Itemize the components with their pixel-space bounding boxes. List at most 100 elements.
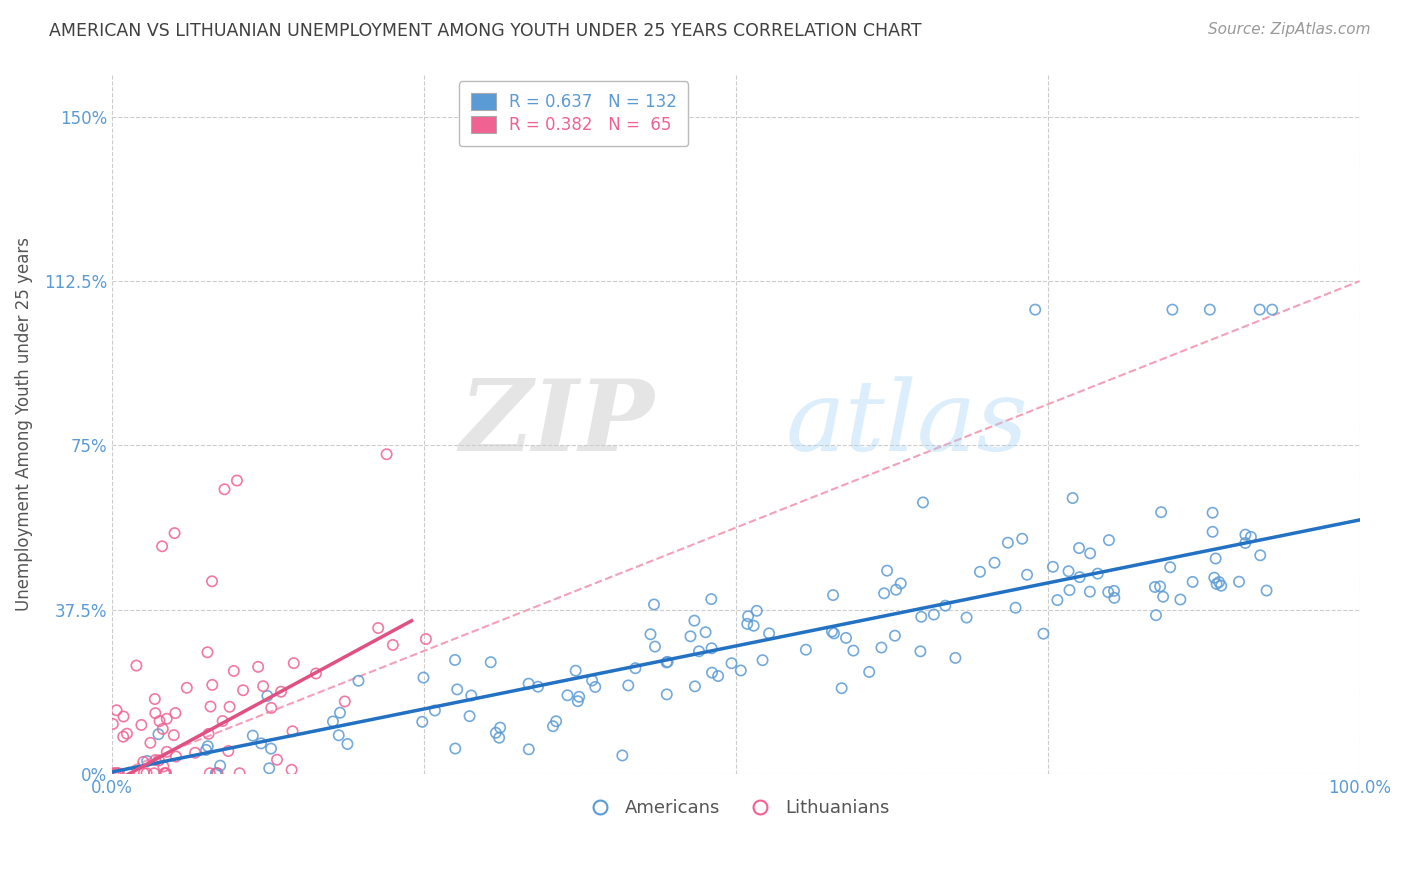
- Point: [336, 737, 359, 751]
- Point: [218, 699, 240, 714]
- Point: [655, 687, 678, 701]
- Point: [910, 609, 932, 624]
- Point: [222, 664, 245, 678]
- Point: [201, 574, 224, 589]
- Point: [1256, 583, 1278, 598]
- Point: [479, 655, 502, 669]
- Point: [195, 743, 218, 757]
- Point: [125, 658, 148, 673]
- Point: [423, 704, 446, 718]
- Point: [683, 614, 706, 628]
- Point: [205, 766, 228, 780]
- Point: [155, 766, 177, 780]
- Point: [1067, 541, 1090, 555]
- Point: [1159, 560, 1181, 574]
- Point: [143, 706, 166, 721]
- Point: [1152, 590, 1174, 604]
- Point: [1032, 626, 1054, 640]
- Point: [1062, 491, 1084, 505]
- Point: [460, 689, 482, 703]
- Point: [105, 766, 128, 780]
- Point: [1024, 302, 1046, 317]
- Point: [1170, 592, 1192, 607]
- Point: [1201, 524, 1223, 539]
- Point: [1098, 533, 1121, 548]
- Point: [1059, 583, 1081, 598]
- Point: [201, 678, 224, 692]
- Point: [758, 626, 780, 640]
- Point: [821, 588, 844, 602]
- Point: [207, 766, 229, 780]
- Point: [700, 641, 723, 656]
- Point: [1204, 571, 1226, 585]
- Point: [136, 754, 159, 768]
- Point: [112, 709, 135, 723]
- Point: [1201, 506, 1223, 520]
- Point: [655, 656, 678, 670]
- Point: [1240, 530, 1263, 544]
- Point: [983, 556, 1005, 570]
- Point: [150, 539, 173, 553]
- Point: [1042, 559, 1064, 574]
- Point: [347, 673, 370, 688]
- Point: [103, 766, 125, 780]
- Text: Source: ZipAtlas.com: Source: ZipAtlas.com: [1208, 22, 1371, 37]
- Point: [617, 678, 640, 692]
- Point: [489, 721, 512, 735]
- Point: [214, 483, 236, 497]
- Point: [104, 766, 127, 780]
- Point: [232, 683, 254, 698]
- Point: [143, 753, 166, 767]
- Point: [1104, 591, 1126, 605]
- Point: [211, 714, 233, 728]
- Point: [1205, 551, 1227, 566]
- Point: [270, 684, 292, 698]
- Point: [1261, 302, 1284, 317]
- Point: [640, 627, 662, 641]
- Point: [135, 766, 157, 780]
- Point: [444, 653, 467, 667]
- Point: [1161, 302, 1184, 317]
- Point: [1227, 574, 1250, 589]
- Point: [217, 744, 239, 758]
- Point: [247, 660, 270, 674]
- Point: [228, 766, 250, 780]
- Point: [257, 761, 280, 775]
- Point: [794, 642, 817, 657]
- Point: [643, 598, 665, 612]
- Point: [107, 766, 129, 780]
- Point: [260, 701, 283, 715]
- Point: [176, 681, 198, 695]
- Point: [567, 694, 589, 708]
- Point: [1143, 580, 1166, 594]
- Point: [485, 725, 508, 739]
- Point: [821, 624, 844, 639]
- Point: [112, 730, 135, 744]
- Point: [118, 766, 141, 780]
- Legend: Americans, Lithuanians: Americans, Lithuanians: [575, 792, 897, 825]
- Point: [197, 727, 219, 741]
- Point: [742, 619, 765, 633]
- Point: [835, 631, 858, 645]
- Point: [955, 610, 977, 624]
- Point: [197, 739, 219, 754]
- Point: [1046, 593, 1069, 607]
- Point: [546, 714, 568, 729]
- Text: AMERICAN VS LITHUANIAN UNEMPLOYMENT AMONG YOUTH UNDER 25 YEARS CORRELATION CHART: AMERICAN VS LITHUANIAN UNEMPLOYMENT AMON…: [49, 22, 922, 40]
- Point: [381, 638, 404, 652]
- Point: [131, 718, 153, 732]
- Point: [139, 736, 162, 750]
- Point: [283, 656, 305, 670]
- Point: [720, 657, 742, 671]
- Point: [745, 604, 768, 618]
- Point: [184, 746, 207, 760]
- Text: ZIP: ZIP: [460, 376, 655, 472]
- Point: [152, 722, 174, 736]
- Point: [737, 609, 759, 624]
- Point: [583, 680, 606, 694]
- Point: [375, 447, 398, 461]
- Point: [115, 727, 138, 741]
- Point: [945, 651, 967, 665]
- Point: [823, 626, 845, 640]
- Point: [1144, 608, 1167, 623]
